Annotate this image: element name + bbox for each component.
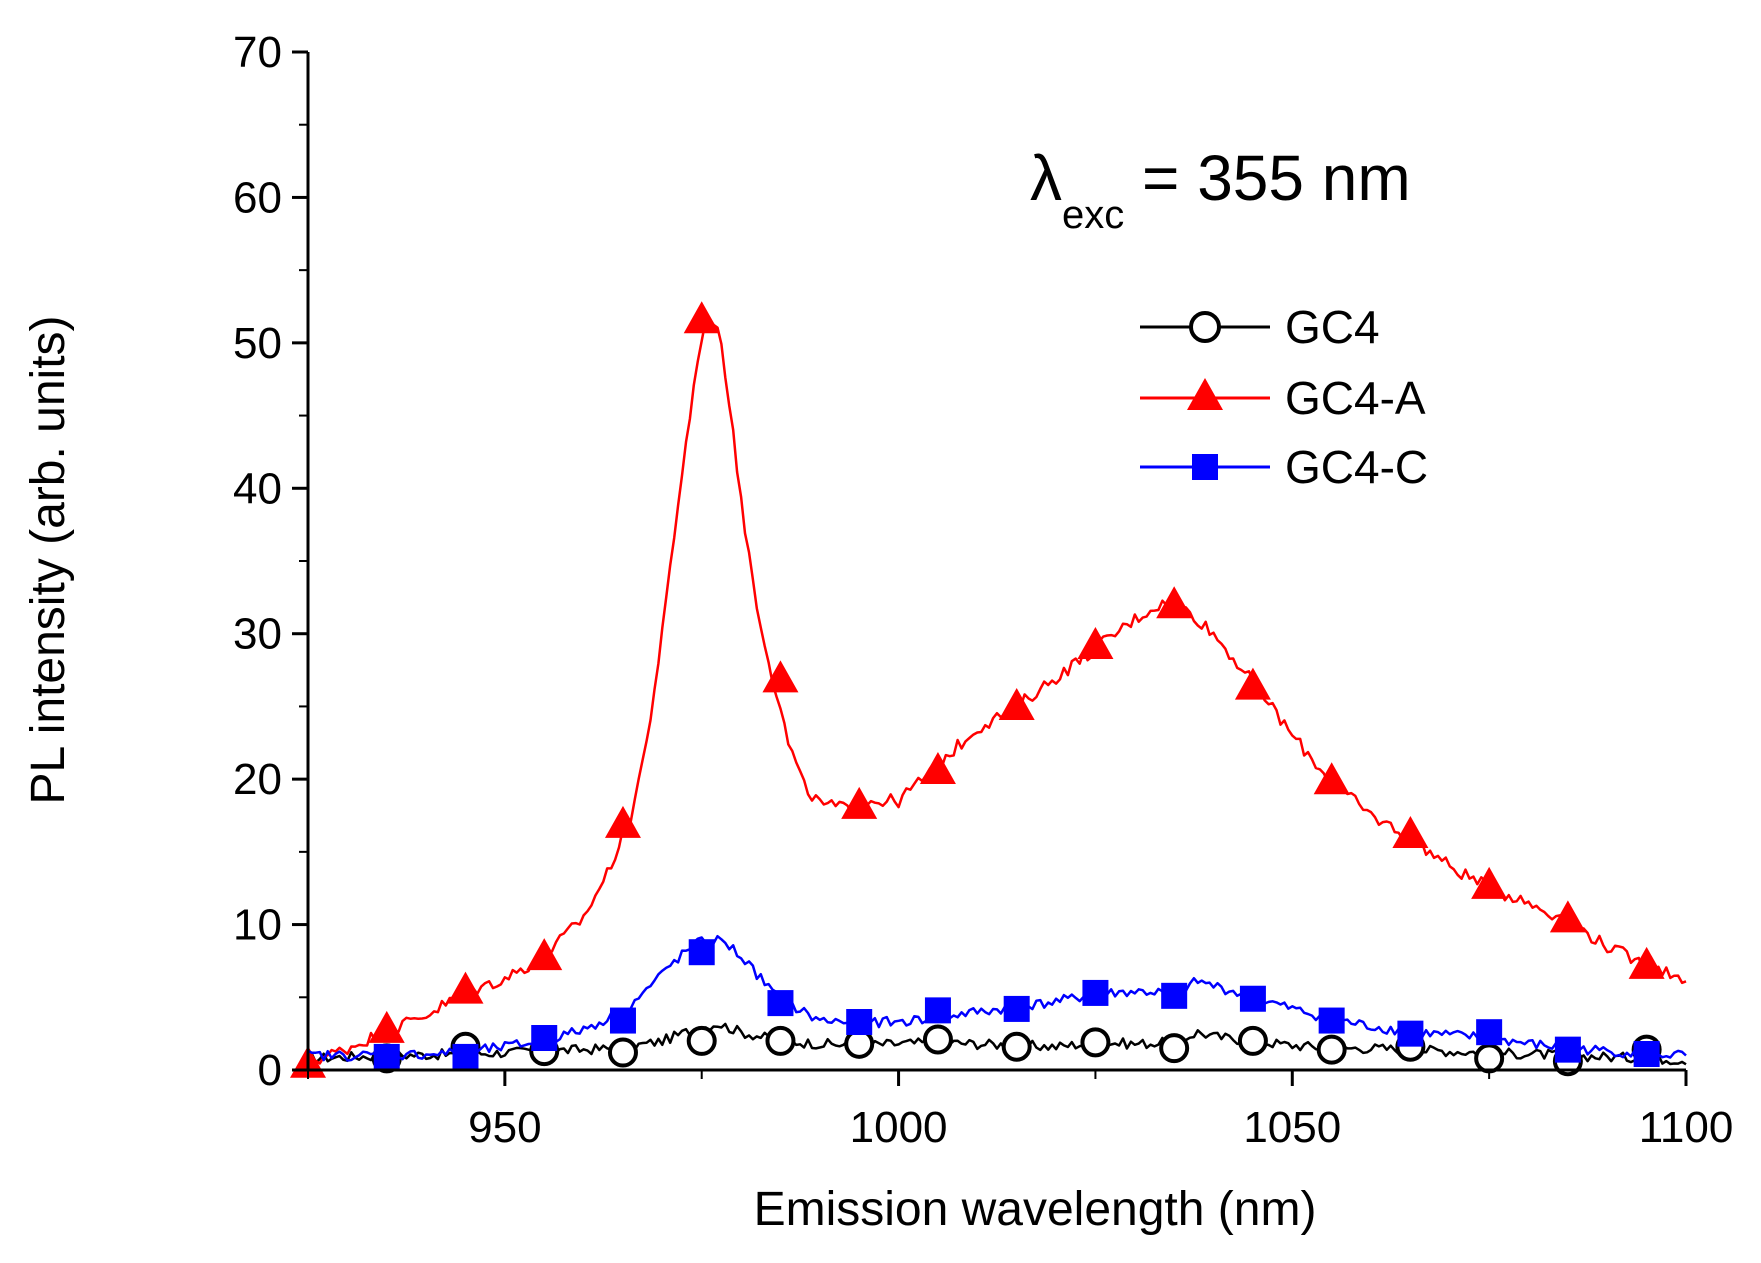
data-point-gc4-a <box>526 938 563 971</box>
legend-item-gc4-c: GC4-C <box>1140 441 1428 493</box>
data-point-gc4-c <box>373 1043 400 1070</box>
data-point-gc4-c <box>531 1025 558 1052</box>
x-tick-label: 1100 <box>1639 1103 1734 1152</box>
data-point-gc4-c <box>767 990 794 1017</box>
x-tick-label: 1050 <box>1243 1103 1341 1152</box>
legend-item-gc4-a: GC4-A <box>1140 372 1426 424</box>
data-point-gc4-c <box>924 997 951 1024</box>
legend-marker-gc4-a <box>1187 378 1223 410</box>
legend-label-gc4-a: GC4-A <box>1285 372 1426 424</box>
data-point-gc4-c <box>1082 979 1109 1006</box>
y-tick-label: 70 <box>233 28 282 77</box>
data-point-gc4-c <box>1633 1041 1660 1068</box>
data-point-gc4 <box>1474 1043 1505 1074</box>
legend-label-gc4: GC4 <box>1285 301 1380 353</box>
legend-marker-gc4 <box>1189 311 1221 343</box>
y-tick-label: 50 <box>233 319 282 368</box>
data-point-gc4-a <box>447 971 484 1004</box>
data-point-gc4-a <box>1471 866 1508 899</box>
data-point-gc4-a <box>1077 626 1114 659</box>
data-point-gc4 <box>1001 1031 1032 1062</box>
y-tick-label: 30 <box>233 610 282 659</box>
data-point-gc4-c <box>1003 995 1030 1022</box>
data-point-gc4-c <box>1476 1019 1503 1046</box>
data-point-gc4-c <box>609 1007 636 1034</box>
data-point-gc4-a <box>1549 900 1586 933</box>
data-point-gc4-a <box>368 1010 405 1043</box>
data-point-gc4-a <box>1313 762 1350 795</box>
data-point-gc4-a <box>762 660 799 693</box>
data-point-gc4 <box>1080 1027 1111 1058</box>
data-point-gc4-c <box>1239 985 1266 1012</box>
data-point-gc4-a <box>1234 667 1271 700</box>
y-tick-label: 0 <box>258 1046 282 1095</box>
legend-marker-gc4-c <box>1192 454 1218 480</box>
data-point-gc4-a <box>604 805 641 838</box>
data-point-gc4-c <box>688 939 715 966</box>
data-point-gc4 <box>1316 1034 1347 1065</box>
y-tick-label: 60 <box>233 173 282 222</box>
data-point-gc4-c <box>1397 1020 1424 1047</box>
data-point-gc4-a <box>683 301 720 334</box>
axes-layer: 0 10 20 30 40 50 60 70 950 1000 1050 1100 <box>233 28 1733 1152</box>
data-point-gc4 <box>765 1025 796 1056</box>
series-layer <box>290 301 1687 1078</box>
x-tick-label: 1000 <box>850 1103 948 1152</box>
data-point-gc4 <box>922 1024 953 1055</box>
legend-item-gc4: GC4 <box>1140 301 1380 353</box>
lambda-subscript: exc <box>1062 193 1124 237</box>
data-point-gc4-a <box>919 752 956 785</box>
series-gc4-c <box>307 934 1687 1070</box>
x-axis-title: Emission wavelength (nm) <box>754 1183 1317 1236</box>
y-tick-label: 20 <box>233 755 282 804</box>
data-point-gc4 <box>1159 1033 1190 1064</box>
y-tick-label: 10 <box>233 901 282 950</box>
y-axis-title: PL intensity (arb. units) <box>22 315 75 804</box>
lambda-symbol: λ <box>1030 142 1062 214</box>
data-point-gc4 <box>686 1025 717 1056</box>
y-tick-label: 40 <box>233 464 282 513</box>
data-point-gc4-c <box>1161 982 1188 1009</box>
data-point-gc4-a <box>998 688 1035 721</box>
x-tick-label: 950 <box>468 1103 541 1152</box>
data-point-gc4-a <box>841 786 878 819</box>
data-point-gc4-a <box>1156 586 1193 619</box>
legend-label-gc4-c: GC4-C <box>1285 441 1428 493</box>
annotation-value: = 355 nm <box>1124 142 1410 214</box>
data-point-gc4-c <box>1554 1036 1581 1063</box>
data-point-gc4 <box>1237 1025 1268 1056</box>
data-point-gc4-c <box>452 1043 479 1070</box>
data-point-gc4-a <box>1628 946 1665 979</box>
legend: GC4 GC4-A GC4-C <box>1140 301 1428 493</box>
data-point-gc4 <box>607 1037 638 1068</box>
data-point-gc4-a <box>1392 816 1429 849</box>
excitation-annotation: λexc = 355 nm <box>1030 142 1411 237</box>
data-point-gc4-c <box>846 1009 873 1036</box>
data-point-gc4-c <box>1318 1007 1345 1034</box>
